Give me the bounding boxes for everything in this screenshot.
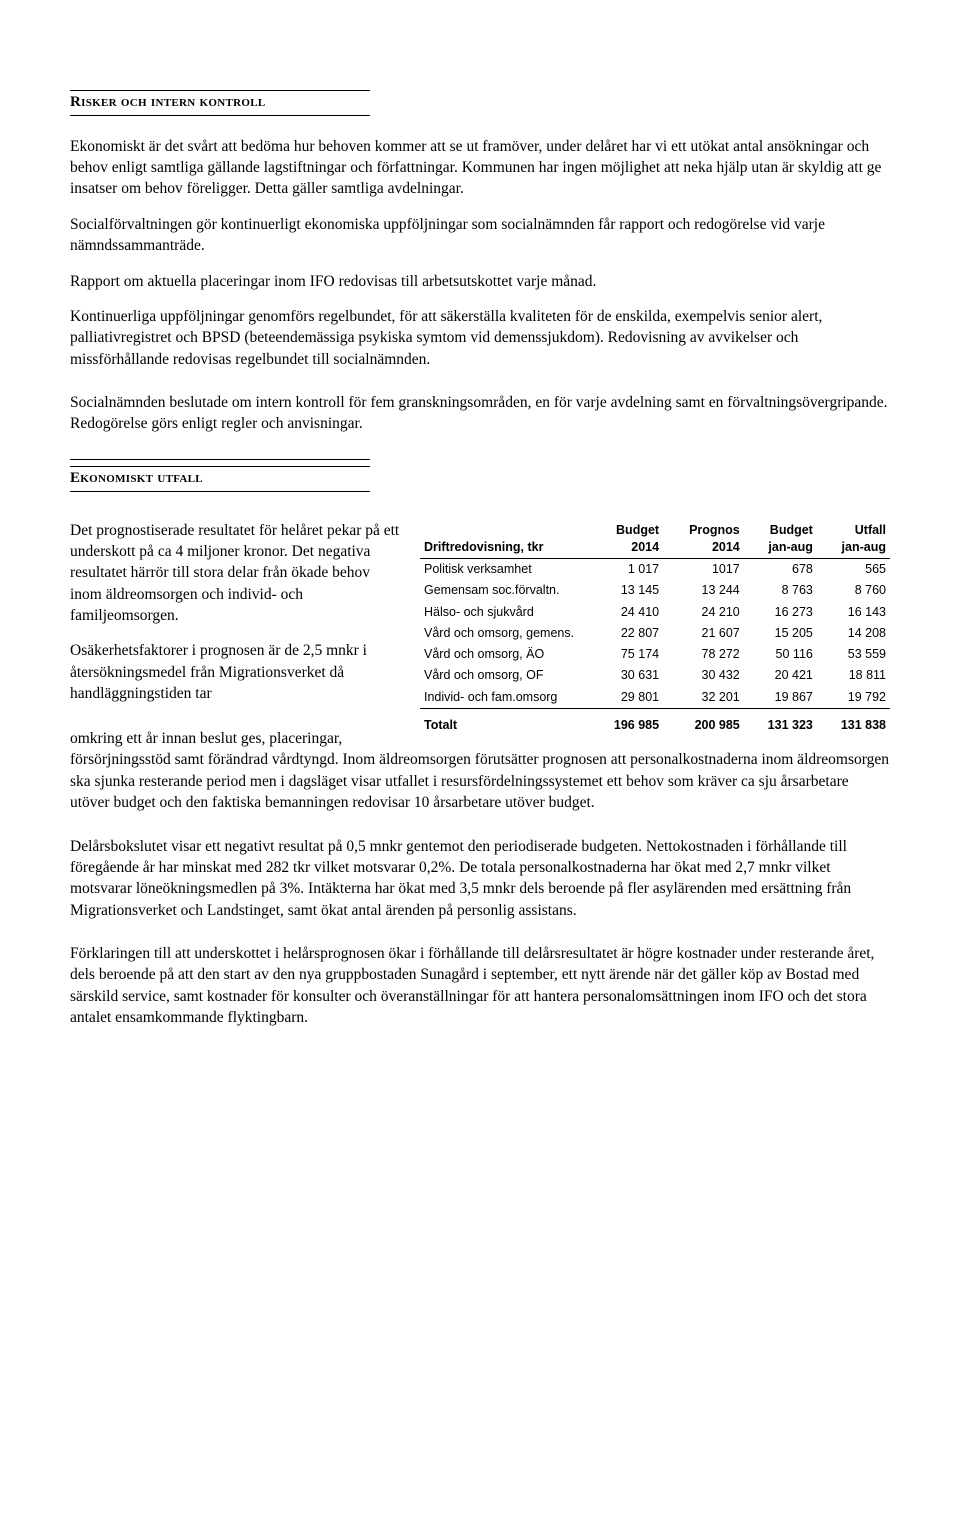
- table-row: Vård och omsorg, gemens.22 80721 60715 2…: [420, 623, 890, 644]
- table-row: Hälso- och sjukvård24 41024 21016 27316 …: [420, 602, 890, 623]
- th-budget-ja: Budget: [744, 520, 817, 539]
- table-cell: 16 143: [817, 602, 890, 623]
- table-cell: Vård och omsorg, ÄO: [420, 644, 590, 665]
- table-total-row: Totalt196 985200 985131 323131 838: [420, 708, 890, 736]
- table-cell: 678: [744, 559, 817, 581]
- th-col1: Driftredovisning, tkr: [420, 539, 590, 559]
- section-title-ekonomi: Ekonomiskt utfall: [70, 466, 370, 492]
- table-cell: 19 792: [817, 687, 890, 709]
- section-title-risker: Risker och intern kontroll: [70, 90, 370, 116]
- table-cell: 75 174: [590, 644, 663, 665]
- table-row: Gemensam soc.förvaltn.13 14513 2448 7638…: [420, 580, 890, 601]
- table-cell: 131 838: [817, 708, 890, 736]
- table-cell: 18 811: [817, 665, 890, 686]
- table-cell: 50 116: [744, 644, 817, 665]
- paragraph: Förklaringen till att underskottet i hel…: [70, 943, 890, 1029]
- table-cell: Politisk verksamhet: [420, 559, 590, 581]
- table-cell: 19 867: [744, 687, 817, 709]
- table-cell: 8 763: [744, 580, 817, 601]
- paragraph: Socialförvaltningen gör kontinuerligt ek…: [70, 214, 890, 257]
- table-cell: 131 323: [744, 708, 817, 736]
- table-cell: 14 208: [817, 623, 890, 644]
- table-cell: Vård och omsorg, gemens.: [420, 623, 590, 644]
- th-prognos: Prognos: [663, 520, 744, 539]
- table-row: Politisk verksamhet1 0171017678565: [420, 559, 890, 581]
- table-cell: 15 205: [744, 623, 817, 644]
- table-cell: Gemensam soc.förvaltn.: [420, 580, 590, 601]
- th-janaug-a: jan-aug: [744, 539, 817, 559]
- table-row: Individ- och fam.omsorg29 80132 20119 86…: [420, 687, 890, 709]
- table-cell: 29 801: [590, 687, 663, 709]
- table-row: Vård och omsorg, OF30 63130 43220 42118 …: [420, 665, 890, 686]
- finance-table: Budget Prognos Budget Utfall Driftredovi…: [420, 520, 890, 737]
- th-utfall: Utfall: [817, 520, 890, 539]
- th-janaug-b: jan-aug: [817, 539, 890, 559]
- finance-table-container: Budget Prognos Budget Utfall Driftredovi…: [420, 520, 890, 737]
- table-cell: 53 559: [817, 644, 890, 665]
- table-cell: 200 985: [663, 708, 744, 736]
- table-cell: 16 273: [744, 602, 817, 623]
- table-cell: Individ- och fam.omsorg: [420, 687, 590, 709]
- paragraph: Ekonomiskt är det svårt att bedöma hur b…: [70, 136, 890, 200]
- table-cell: 196 985: [590, 708, 663, 736]
- table-cell: 78 272: [663, 644, 744, 665]
- paragraph: Delårsbokslutet visar ett negativt resul…: [70, 836, 890, 922]
- table-cell: 30 432: [663, 665, 744, 686]
- table-cell: 13 145: [590, 580, 663, 601]
- table-cell: 20 421: [744, 665, 817, 686]
- table-cell: Vård och omsorg, OF: [420, 665, 590, 686]
- table-cell: 1 017: [590, 559, 663, 581]
- paragraph: Socialnämnden beslutade om intern kontro…: [70, 392, 890, 435]
- paragraph: omkring ett år innan beslut ges, placeri…: [70, 728, 890, 814]
- table-cell: 22 807: [590, 623, 663, 644]
- th-2014a: 2014: [590, 539, 663, 559]
- th-budget: Budget: [590, 520, 663, 539]
- table-cell: 1017: [663, 559, 744, 581]
- th-2014b: 2014: [663, 539, 744, 559]
- table-cell: 13 244: [663, 580, 744, 601]
- table-cell: 8 760: [817, 580, 890, 601]
- table-row: Vård och omsorg, ÄO75 17478 27250 11653 …: [420, 644, 890, 665]
- table-cell: 30 631: [590, 665, 663, 686]
- table-cell: 565: [817, 559, 890, 581]
- table-cell: 21 607: [663, 623, 744, 644]
- th-blank: [420, 520, 590, 539]
- paragraph: Rapport om aktuella placeringar inom IFO…: [70, 271, 890, 292]
- text: Osäkerhetsfaktorer i prognosen är de 2,5…: [70, 642, 367, 702]
- table-cell: 32 201: [663, 687, 744, 709]
- table-cell: Totalt: [420, 708, 590, 736]
- divider: [70, 459, 370, 460]
- table-cell: 24 210: [663, 602, 744, 623]
- table-cell: Hälso- och sjukvård: [420, 602, 590, 623]
- table-cell: 24 410: [590, 602, 663, 623]
- paragraph: Kontinuerliga uppföljningar genomförs re…: [70, 306, 890, 370]
